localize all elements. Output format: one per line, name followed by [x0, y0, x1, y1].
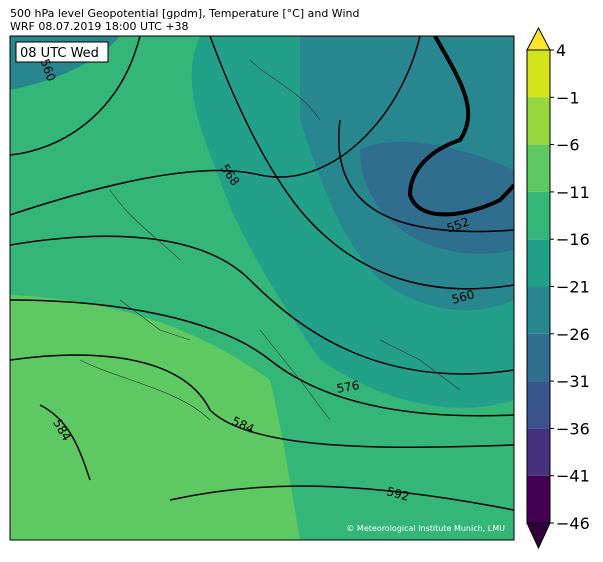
colorbar-band: [527, 381, 550, 429]
colorbar-tick-label: −36: [556, 419, 590, 438]
colorbar-tick-label: −11: [556, 183, 590, 202]
colorbar-tick-label: −21: [556, 278, 590, 297]
colorbar-band: [527, 50, 550, 98]
contour-label: 560: [450, 287, 476, 306]
colorbar-band: [527, 286, 550, 334]
colorbar-over: [526, 26, 551, 51]
contour-label: 592: [385, 484, 411, 503]
colorbar-under: [526, 522, 551, 550]
map-field: [10, 36, 514, 540]
colorbar-band: [527, 144, 550, 192]
time-box: [15, 41, 109, 63]
colorbar-tick-label: −26: [556, 325, 590, 344]
colorbar-tick-label: −31: [556, 372, 590, 391]
title: 500 hPa level Geopotential [gpdm], Tempe…: [10, 7, 359, 20]
colorbar-tick-label: −1: [556, 88, 580, 107]
colorbar-band: [527, 475, 550, 523]
subtitle: WRF 08.07.2019 18:00 UTC +38: [10, 20, 189, 33]
colorbar-tick-label: −16: [556, 230, 590, 249]
colorbar-band: [527, 191, 550, 240]
colorbar-band: [527, 428, 550, 476]
time-label: 08 UTC Wed: [20, 46, 99, 61]
colorbar-band: [527, 239, 550, 287]
colorbar-band: [527, 97, 550, 145]
colorbar-tick-label: −46: [556, 514, 590, 533]
colorbar-tick-label: −6: [556, 136, 580, 155]
colorbar-tick-label: 4: [556, 41, 566, 60]
map-frame: [9, 35, 515, 541]
contour-label: 576: [336, 378, 361, 396]
credit: © Meteorological Institute Munich, LMU: [346, 524, 505, 533]
colorbar-band: [527, 333, 550, 382]
colorbar-tick-label: −41: [556, 467, 590, 486]
